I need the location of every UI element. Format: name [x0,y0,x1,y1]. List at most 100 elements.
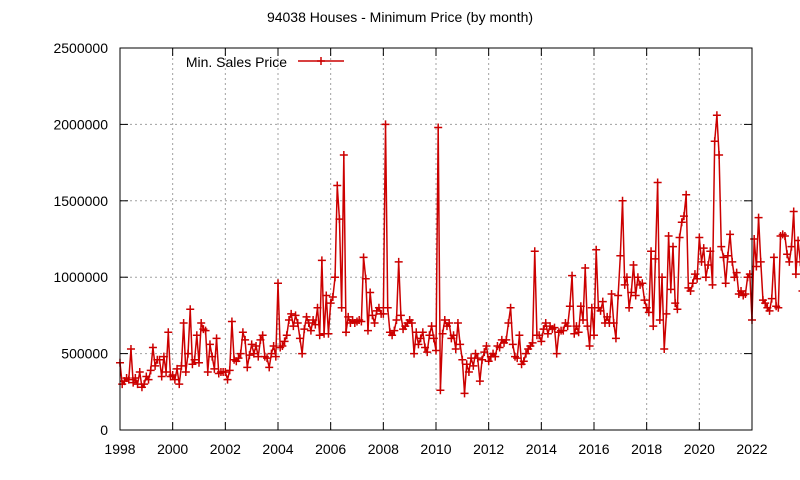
data-point [688,279,697,288]
data-point [563,322,572,331]
data-point [124,375,133,384]
data-point [502,335,511,344]
data-point [579,315,588,324]
data-point [596,306,605,315]
series-min-sales-price [116,111,800,398]
data-point [568,271,577,280]
data-point [241,335,250,344]
data-point [480,348,489,357]
data-point [752,262,761,271]
data-point [335,215,344,224]
data-point [203,367,212,376]
legend-label: Min. Sales Price [186,54,287,70]
data-point [710,137,719,146]
data-point [302,312,311,321]
x-tick-label: 2008 [368,441,399,457]
data-point [379,309,388,318]
data-point [177,361,186,370]
data-point [469,361,478,370]
data-point [440,315,449,324]
data-point [453,319,462,328]
data-point [265,363,274,372]
data-point [660,345,669,354]
data-point [173,364,182,373]
data-point [552,349,561,358]
data-point [328,293,337,302]
data-point [234,354,243,363]
data-point [664,231,673,240]
data-point [528,338,537,347]
data-point [695,233,704,242]
data-point [675,233,684,242]
data-point [603,312,612,321]
data-point [407,319,416,328]
data-point [289,322,298,331]
data-point [131,374,140,383]
grid-lines [120,48,752,430]
data-point [693,274,702,283]
data-point [701,273,710,282]
data-point [541,319,550,328]
data-point [135,367,144,376]
data-point [326,299,335,308]
y-tick-label: 500000 [61,346,108,362]
data-point [590,331,598,340]
data-point [168,370,177,379]
data-point [651,254,660,263]
data-point [644,308,653,317]
data-point [368,311,377,320]
data-point [638,279,647,288]
data-point [258,331,267,340]
data-point [625,303,634,312]
data-point [436,386,445,395]
data-point [473,354,482,363]
data-point [618,196,627,205]
x-tick-label: 2000 [157,441,188,457]
data-point [622,273,631,282]
data-point [221,367,230,376]
data-point [212,334,221,343]
data-point [245,351,254,360]
data-point [249,349,258,358]
data-point [669,242,677,251]
data-point [690,270,699,279]
data-point [787,242,796,251]
data-point [653,178,662,187]
data-point [530,247,539,256]
data-point [754,213,763,222]
data-point [484,357,493,366]
data-point [741,290,750,299]
data-point [513,354,522,363]
data-point [712,111,721,120]
data-point [550,323,559,332]
data-point [243,363,252,372]
data-point [627,288,636,297]
data-point [306,326,315,335]
data-point [293,319,302,328]
data-point [774,303,783,312]
data-point [418,328,427,337]
data-point [471,349,480,358]
data-point [392,315,401,324]
data-point [649,322,658,331]
data-point [539,325,548,334]
data-point [583,322,592,331]
chart-title: 94038 Houses - Minimum Price (by month) [267,9,533,25]
data-point [144,375,153,384]
data-point [311,320,320,329]
data-point [280,337,289,346]
data-point [425,331,434,340]
data-point [769,253,778,262]
data-point [225,366,234,375]
data-point [370,319,379,328]
data-point [537,337,546,346]
x-tick-label: 2004 [262,441,293,457]
data-point [478,355,487,364]
x-tick-label: 2020 [684,441,715,457]
data-point [388,331,397,340]
data-point [342,328,351,337]
data-point [282,331,291,340]
data-point [188,360,197,369]
data-point [631,291,640,300]
